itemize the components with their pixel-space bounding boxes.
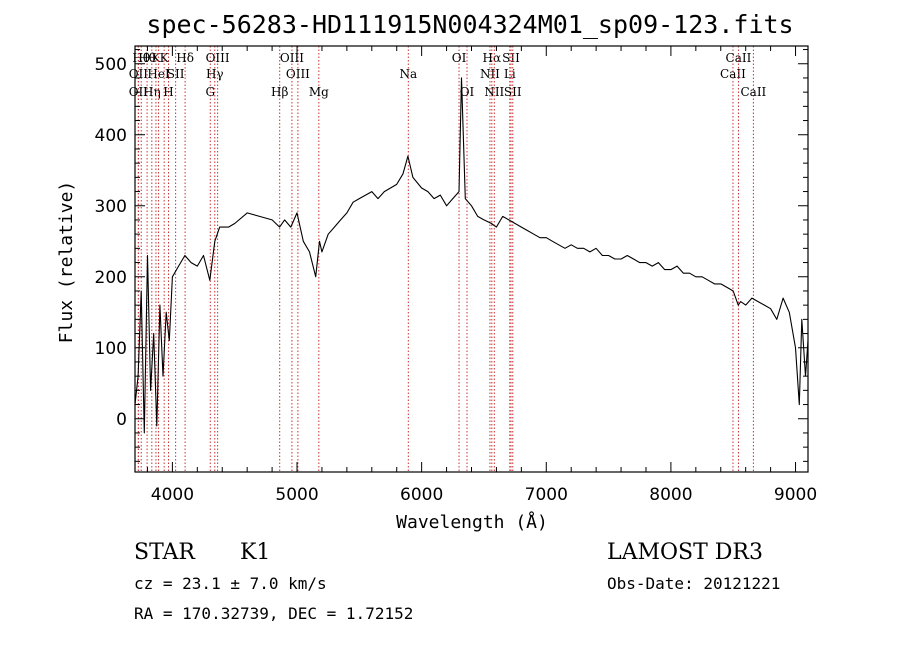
line-label-19: OI <box>452 51 467 65</box>
y-tick-label: 200 <box>95 268 127 288</box>
survey-name: LAMOST DR3 <box>607 540 763 565</box>
line-label-25: SII <box>502 51 520 65</box>
line-label-26: SII <box>504 85 522 99</box>
line-label-5: K <box>151 51 161 65</box>
y-tick-label: 0 <box>116 410 127 430</box>
line-label-11: G <box>205 85 215 99</box>
observation-date: Obs-Date: 20121221 <box>607 574 781 593</box>
y-axis-label: Flux (relative) <box>56 181 77 344</box>
line-label-22: Hα <box>483 51 502 65</box>
object-subclass: K1 <box>240 540 271 565</box>
chart-title: spec-56283-HD111915N004324M01_sp09-123.f… <box>146 10 793 39</box>
line-label-12: Hγ <box>206 67 224 81</box>
line-label-14: Hβ <box>271 85 288 99</box>
y-tick-label: 100 <box>95 339 127 359</box>
line-label-17: Mg <box>309 85 329 99</box>
line-label-8: H <box>163 85 173 99</box>
line-label-23: NII <box>484 85 504 99</box>
axis-ticks: 4000 5000 6000 7000 8000 9000 0 100 200 300 400 500 <box>95 46 817 505</box>
x-tick-label: 6000 <box>400 485 443 505</box>
plot-area <box>134 45 809 473</box>
line-label-0: Hθ <box>132 51 150 65</box>
x-tick-label: 8000 <box>649 485 692 505</box>
x-tick-label: 4000 <box>151 485 194 505</box>
y-tick-label: 400 <box>95 126 127 146</box>
redshift-cz: cz = 23.1 ± 7.0 km/s <box>134 574 327 593</box>
plot-frame <box>134 45 809 473</box>
line-label-28: CaII <box>726 51 752 65</box>
line-label-15: OIII <box>280 51 304 65</box>
spectral-line-markers: HθOIIOIIHθHηKHeIKHSIIHδGHγOIIIHβOIIIOIII… <box>129 46 767 472</box>
line-label-27: CaII <box>720 67 746 81</box>
line-label-29: CaII <box>740 85 766 99</box>
line-label-24: Li <box>504 67 516 81</box>
line-label-4: Hη <box>143 85 161 99</box>
x-tick-label: 9000 <box>774 485 817 505</box>
line-label-7: K <box>160 51 170 65</box>
line-label-18: Na <box>399 67 417 81</box>
x-tick-label: 5000 <box>275 485 318 505</box>
y-tick-label: 500 <box>95 55 127 75</box>
line-label-16: OIII <box>286 67 310 81</box>
x-tick-label: 7000 <box>525 485 568 505</box>
line-label-10: Hδ <box>176 51 194 65</box>
y-tick-label: 300 <box>95 197 127 217</box>
spectrum-line <box>134 77 809 434</box>
line-label-20: OI <box>460 85 475 99</box>
line-label-9: SII <box>167 67 185 81</box>
object-type: STAR <box>134 540 195 565</box>
ra-dec-coordinates: RA = 170.32739, DEC = 1.72152 <box>134 604 414 623</box>
line-label-13: OIII <box>206 51 230 65</box>
line-label-21: NII <box>480 67 500 81</box>
x-axis-label: Wavelength (Å) <box>396 511 548 533</box>
